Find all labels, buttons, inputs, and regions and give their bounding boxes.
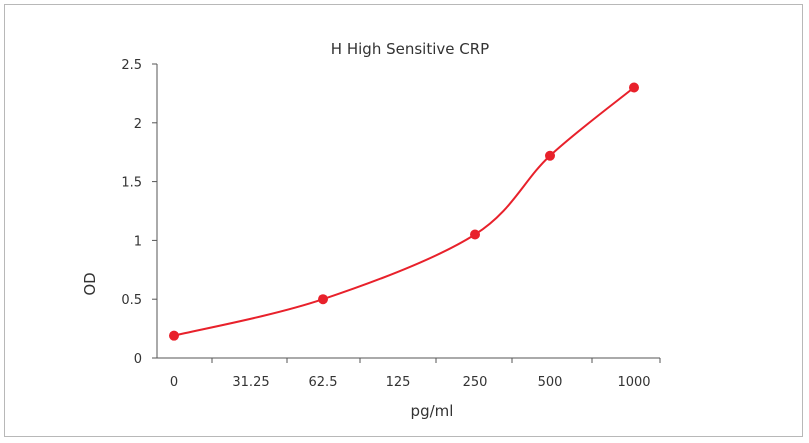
series-line [173, 86, 635, 337]
x-tick-label: 31.25 [232, 375, 269, 390]
x-tick-label: 62.5 [309, 375, 338, 390]
x-tick-label: 250 [463, 375, 488, 390]
data-point [470, 229, 480, 240]
y-axis-ticks: 0 0.5 1 1.5 2 2.5 [121, 58, 157, 367]
y-tick-label: 1 [134, 234, 142, 249]
x-tick-label: 500 [538, 375, 563, 390]
data-point [169, 330, 179, 341]
chart-frame [4, 4, 803, 437]
data-point [629, 82, 639, 93]
y-tick-label: 1.5 [121, 176, 142, 191]
x-axis-label: pg/ml [411, 402, 454, 420]
x-tick-label: 1000 [617, 375, 650, 390]
y-tick-label: 0.5 [121, 293, 142, 308]
chart-title: H High Sensitive CRP [331, 40, 489, 58]
y-tick-label: 2.5 [121, 58, 142, 73]
y-tick-label: 2 [134, 117, 142, 132]
x-tick-label: 0 [170, 375, 178, 390]
y-tick-label: 0 [134, 352, 142, 367]
series-group [169, 82, 639, 341]
data-point [545, 150, 555, 161]
y-axis-label: OD [81, 272, 99, 295]
x-tick-label: 125 [386, 375, 411, 390]
x-axis-ticks: 0 31.25 62.5 125 250 500 1000 [170, 358, 661, 390]
data-point [318, 294, 328, 305]
